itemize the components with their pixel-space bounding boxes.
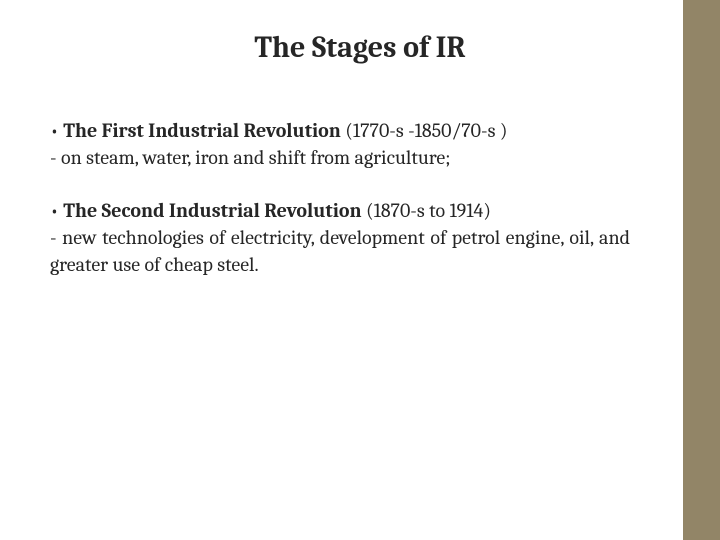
decorative-sidebar — [683, 0, 720, 540]
page-title: The Stages of IR — [50, 30, 630, 65]
section-detail: - on steam, water, iron and shift from a… — [50, 144, 630, 171]
section-dates: (1870-s to 1914) — [362, 199, 491, 222]
section-dates: (1770-s -1850/70-s ) — [341, 119, 508, 142]
section-heading: The First Industrial Revolution — [63, 119, 341, 142]
slide-content: The Stages of IR • The First Industrial … — [0, 0, 680, 278]
section-second-ir: • The Second Industrial Revolution (1870… — [50, 197, 630, 278]
bullet-marker: • — [50, 199, 63, 222]
section-first-ir: • The First Industrial Revolution (1770-… — [50, 117, 630, 171]
section-heading: The Second Industrial Revolution — [63, 199, 361, 222]
bullet-marker: • — [50, 119, 63, 142]
section-detail: - new technologies of electricity, devel… — [50, 224, 630, 278]
